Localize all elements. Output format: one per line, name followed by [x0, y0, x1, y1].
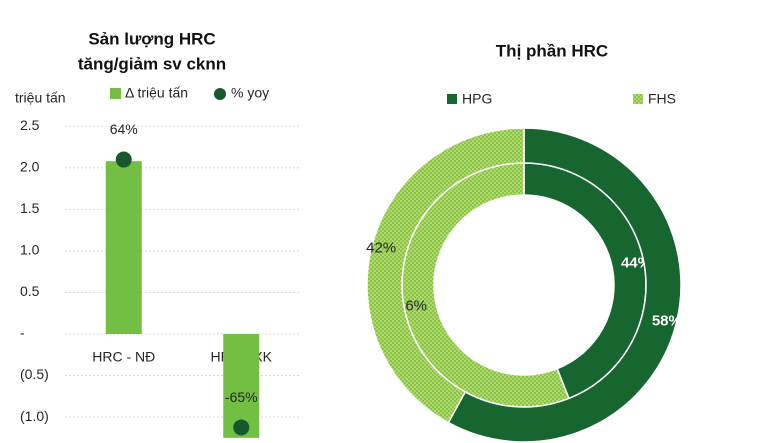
legend-label: Δ triệu tấn [125, 85, 188, 101]
legend-swatch [214, 88, 226, 100]
donut-segment [447, 127, 682, 443]
y-tick-label: (0.5) [20, 366, 49, 382]
legend-swatch [110, 88, 121, 99]
data-label: -65% [225, 389, 258, 405]
legend-label: HPG [462, 91, 492, 107]
y-tick-label: 1.0 [20, 242, 40, 258]
y-tick-label: 1.5 [20, 200, 40, 216]
legend-swatch [447, 94, 457, 104]
marker [233, 419, 250, 436]
x-tick-label: HRC - NĐ [92, 349, 155, 365]
marker [115, 151, 132, 168]
data-label: 58% [652, 313, 682, 330]
data-label: 64% [110, 121, 138, 137]
y-axis-label: triệu tấn [15, 90, 66, 106]
y-tick-label: (1.0) [20, 408, 49, 424]
y-tick-label: 2.0 [20, 159, 40, 175]
chart-title: Sản lượng HRC [88, 29, 215, 48]
legend-label: FHS [648, 91, 676, 107]
y-tick-label: - [20, 325, 25, 341]
y-tick-label: 2.5 [20, 117, 40, 133]
bar [105, 161, 142, 334]
data-label: 42% [366, 239, 396, 256]
legend-swatch [633, 94, 643, 104]
y-tick-label: 0.5 [20, 283, 40, 299]
chart-title: tăng/giảm sv cknn [78, 54, 226, 73]
chart-title: Thị phần HRC [496, 41, 608, 60]
legend-label: % yoy [231, 85, 269, 101]
donut-segment [366, 127, 525, 424]
